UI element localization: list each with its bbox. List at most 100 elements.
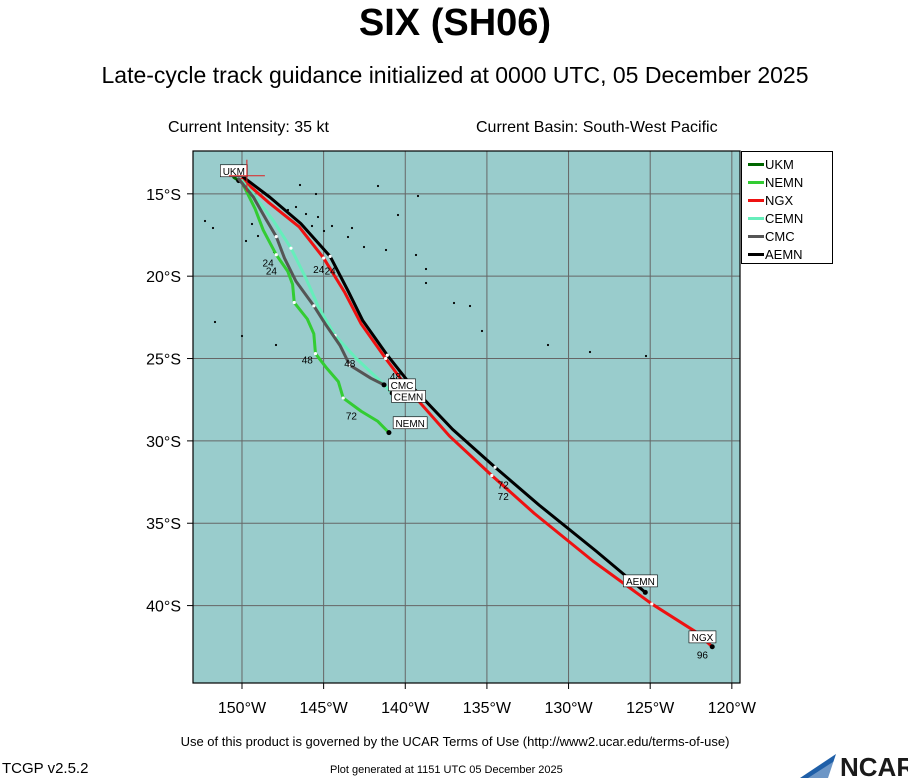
lon-tick-label: 150°W xyxy=(218,700,267,717)
track-end-label-box xyxy=(388,378,416,392)
island-dots xyxy=(203,183,648,358)
current-position-marker xyxy=(228,159,265,192)
legend-label-ngx: NGX xyxy=(765,193,794,208)
map-frame xyxy=(192,150,741,684)
lat-tick-label: 20°S xyxy=(146,269,181,286)
lat-tick-label: 15°S xyxy=(146,187,181,204)
legend-swatch-cemn xyxy=(748,217,764,220)
axis-ticks: 150°W 145°W 140°W 135°W 130°W 125°W 120°W 15°S 2… xyxy=(146,187,757,717)
track-end-dot-ngx xyxy=(709,644,715,650)
island-dot xyxy=(468,304,472,308)
island-dot xyxy=(362,245,366,249)
island-dot xyxy=(322,229,326,233)
island-dot xyxy=(298,183,302,187)
island-dot xyxy=(376,184,380,188)
island-dot xyxy=(424,281,428,285)
generated-timestamp: Plot generated at 1151 UTC 05 December 2… xyxy=(330,764,563,776)
lon-tick-label: 130°W xyxy=(544,700,593,717)
track-end-label-cemn: CEMN xyxy=(394,392,423,403)
track-line-cmc xyxy=(237,177,386,387)
island-dot xyxy=(384,248,388,252)
forecast-hour-label: 48 xyxy=(390,372,402,383)
page-subtitle: Late-cycle track guidance initialized at… xyxy=(101,62,809,88)
island-dot xyxy=(250,222,254,226)
island-dot xyxy=(396,213,400,217)
track-end-label-aemn: AEMN xyxy=(626,577,655,588)
track-end-dot-cmc xyxy=(381,382,387,388)
lon-tick-label: 140°W xyxy=(381,700,430,717)
island-dot xyxy=(240,334,244,338)
legend-item-cemn: CEMN xyxy=(742,210,832,228)
legend-item-cmc: CMC xyxy=(742,228,832,246)
island-dot xyxy=(203,219,207,223)
track-point-nemn xyxy=(341,396,345,400)
track-end-label-box xyxy=(392,416,428,430)
ncar-logo-mark xyxy=(800,754,836,778)
track-point-ngx xyxy=(650,602,654,606)
island-dot xyxy=(452,301,456,305)
track-point-aemn xyxy=(385,353,389,357)
track-point-aemn xyxy=(493,465,497,469)
island-dot xyxy=(480,329,484,333)
legend-swatch-nemn xyxy=(748,181,764,184)
legend-label-nemn: NEMN xyxy=(765,175,804,190)
island-dot xyxy=(330,224,334,228)
track-point-ngx xyxy=(490,473,494,478)
lat-tick-label: 25°S xyxy=(146,352,181,369)
island-dot xyxy=(314,192,318,196)
legend-label-ukm: UKM xyxy=(765,157,794,172)
lon-tick-label: 125°W xyxy=(626,700,675,717)
forecast-hour-label: 96 xyxy=(697,650,709,661)
track-point-ngx xyxy=(322,256,326,260)
track-point-aemn xyxy=(328,254,332,259)
track-end-label-ngx: NGX xyxy=(692,633,714,644)
ncar-logo: NCAR xyxy=(800,752,908,780)
track-end-label-box xyxy=(688,630,717,644)
forecast-hour-label: 72 xyxy=(346,411,358,422)
track-line-nemn xyxy=(240,180,391,435)
legend-swatch-cmc xyxy=(748,235,764,238)
lat-tick-label: 40°S xyxy=(146,599,181,616)
legend-swatch-ukm xyxy=(748,163,764,166)
island-dot xyxy=(414,253,418,257)
island-dot xyxy=(274,343,278,347)
legend-item-ukm: UKM xyxy=(742,156,832,174)
lon-tick-label: 145°W xyxy=(300,700,349,717)
island-dot xyxy=(294,205,298,209)
ncar-logo-text: NCAR xyxy=(840,752,908,780)
lon-tick-label: 135°W xyxy=(463,700,512,717)
lon-tick-label: 120°W xyxy=(708,700,757,717)
island-dot xyxy=(316,215,320,219)
island-dot xyxy=(211,226,215,230)
island-dot xyxy=(350,226,354,230)
forecast-hour-label: 72 xyxy=(498,481,510,492)
island-dot xyxy=(424,267,428,271)
lat-tick-label: 30°S xyxy=(146,434,181,451)
lat-tick-label: 35°S xyxy=(146,516,181,533)
track-end-label-box xyxy=(623,574,658,588)
track-end-label-nemn: NEMN xyxy=(395,419,424,430)
legend-swatch-ngx xyxy=(748,199,764,202)
current-intensity: Current Intensity: 35 kt xyxy=(168,119,329,136)
island-dot xyxy=(256,234,260,238)
island-dot xyxy=(416,194,420,198)
island-dot xyxy=(310,224,314,228)
legend-swatch-aemn xyxy=(748,253,764,256)
forecast-hour-label: 24 xyxy=(325,267,337,278)
island-dot xyxy=(644,354,648,358)
version-label: TCGP v2.5.2 xyxy=(2,760,89,777)
forecast-hour-label: 24 xyxy=(313,265,325,276)
island-dot xyxy=(588,350,592,354)
track-point-nemn xyxy=(313,351,318,356)
track-end-label-cmc: CMC xyxy=(391,381,414,392)
track-labels: UKM244872NEMN247296NGX48CEMN244848CMC247… xyxy=(220,164,717,661)
forecast-hour-label: 48 xyxy=(302,355,314,366)
island-dot xyxy=(213,320,217,324)
forecast-hour-label: 48 xyxy=(344,359,356,370)
island-dot xyxy=(346,235,350,239)
track-point-cmc xyxy=(348,363,352,367)
legend-label-aemn: AEMN xyxy=(765,247,803,262)
terms-of-use: Use of this product is governed by the U… xyxy=(180,734,730,749)
current-basin: Current Basin: South-West Pacific xyxy=(476,119,718,136)
